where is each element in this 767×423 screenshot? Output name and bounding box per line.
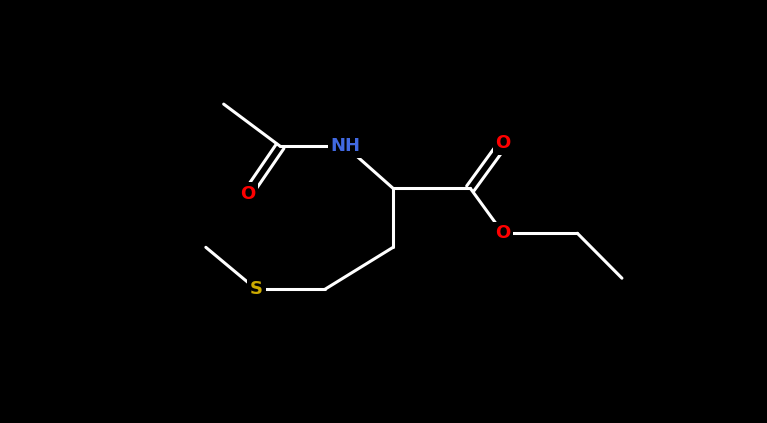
Text: NH: NH [331,137,360,155]
Text: O: O [240,185,255,203]
Text: S: S [250,280,263,299]
Text: O: O [495,224,511,242]
Text: O: O [495,135,511,152]
